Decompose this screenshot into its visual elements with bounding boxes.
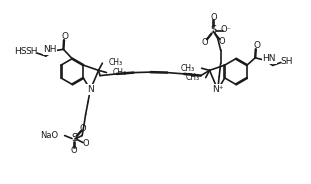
Text: S: S	[210, 25, 216, 35]
Text: CH₃: CH₃	[181, 64, 195, 73]
Text: SH: SH	[280, 57, 292, 66]
Text: CH₃: CH₃	[113, 68, 127, 77]
Text: O: O	[80, 124, 86, 133]
Text: O: O	[83, 139, 89, 148]
Text: O: O	[202, 38, 208, 47]
Text: CH₃: CH₃	[185, 72, 199, 82]
Text: N: N	[87, 85, 94, 94]
Text: O⁻: O⁻	[221, 25, 232, 34]
Text: NH: NH	[43, 45, 57, 54]
Text: S: S	[72, 133, 78, 143]
Text: SH: SH	[26, 47, 38, 56]
Text: O: O	[71, 146, 77, 155]
Text: N⁺: N⁺	[212, 85, 224, 94]
Text: O: O	[61, 32, 68, 41]
Text: NaO: NaO	[40, 131, 58, 140]
Text: O: O	[253, 41, 260, 50]
Text: O: O	[218, 37, 225, 46]
Text: CH₃: CH₃	[109, 58, 123, 67]
Text: O: O	[210, 13, 217, 22]
Text: HS: HS	[14, 47, 27, 56]
Text: HN: HN	[262, 54, 276, 63]
